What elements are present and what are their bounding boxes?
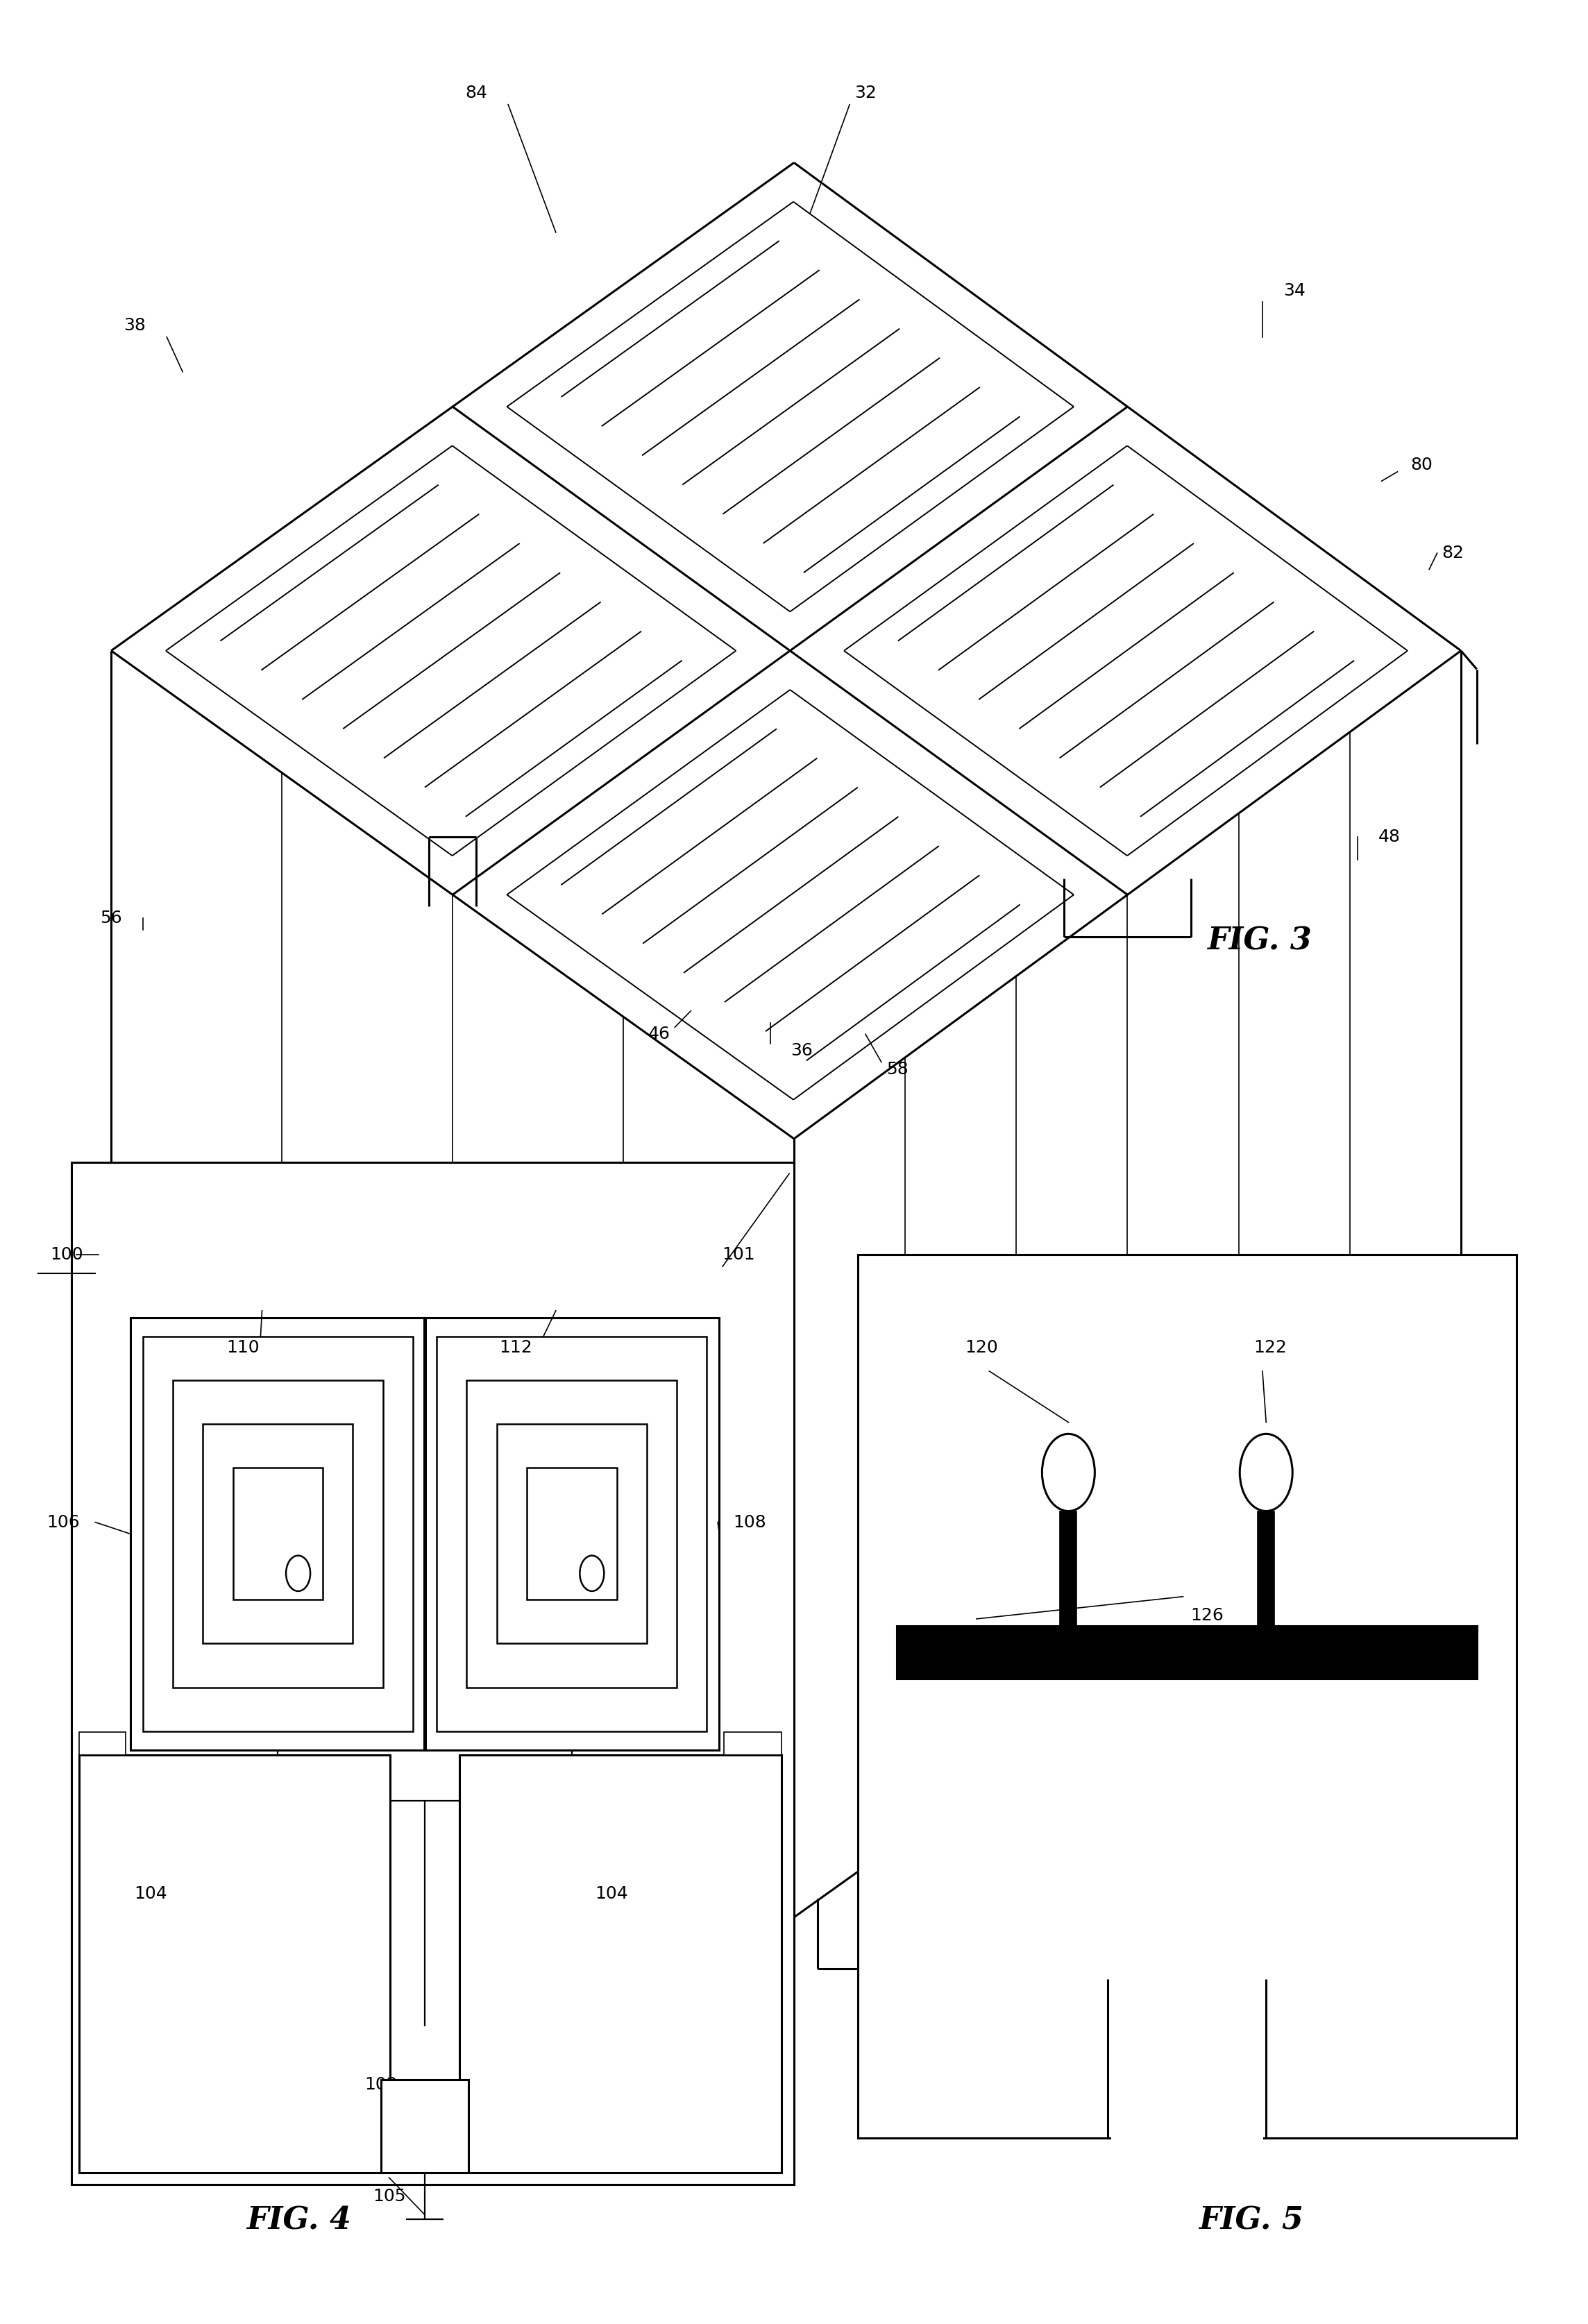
- Bar: [467, 1380, 676, 1687]
- Bar: [897, 1627, 1477, 1678]
- Text: 48: 48: [1378, 827, 1401, 846]
- Bar: [173, 1380, 383, 1687]
- Text: 104: 104: [135, 1885, 167, 1903]
- Text: 82: 82: [1442, 544, 1464, 562]
- Bar: [527, 1469, 616, 1599]
- Bar: [130, 1318, 426, 1750]
- Text: 84: 84: [465, 84, 488, 102]
- Text: FIG. 5: FIG. 5: [1199, 2205, 1304, 2236]
- Bar: [437, 1336, 707, 1731]
- Text: 32: 32: [854, 84, 877, 102]
- Bar: [424, 1318, 719, 1750]
- Text: 104: 104: [596, 1885, 627, 1903]
- Text: 46: 46: [648, 1025, 670, 1043]
- Bar: [497, 1425, 646, 1643]
- Bar: [381, 2080, 468, 2173]
- Circle shape: [1250, 1450, 1282, 1497]
- Text: 101: 101: [723, 1246, 754, 1264]
- Circle shape: [289, 1559, 306, 1587]
- Text: 112: 112: [500, 1339, 532, 1357]
- Text: 106: 106: [48, 1513, 79, 1532]
- Bar: [1258, 1511, 1274, 1627]
- Text: 122: 122: [1255, 1339, 1286, 1357]
- Text: 36: 36: [791, 1041, 813, 1060]
- Bar: [461, 1755, 781, 2173]
- Text: 120: 120: [966, 1339, 997, 1357]
- Bar: [1061, 1511, 1077, 1627]
- Text: 100: 100: [51, 1246, 83, 1264]
- Bar: [203, 1425, 353, 1643]
- Bar: [724, 1731, 781, 1755]
- Text: 58: 58: [886, 1060, 908, 1078]
- Circle shape: [583, 1559, 600, 1587]
- Text: 80: 80: [1410, 456, 1432, 474]
- Bar: [233, 1469, 322, 1599]
- Bar: [1112, 2110, 1262, 2145]
- Text: 102: 102: [365, 2075, 397, 2094]
- Text: FIG. 4: FIG. 4: [246, 2205, 351, 2236]
- Text: FIG. 3: FIG. 3: [1207, 927, 1312, 955]
- Text: 105: 105: [373, 2187, 405, 2205]
- Text: 126: 126: [1191, 1606, 1223, 1624]
- Bar: [143, 1336, 413, 1731]
- Text: 56: 56: [100, 909, 122, 927]
- Bar: [858, 1255, 1517, 2138]
- Text: 108: 108: [734, 1513, 765, 1532]
- Bar: [79, 1755, 389, 2173]
- Text: 34: 34: [1283, 281, 1305, 300]
- Text: 38: 38: [124, 316, 146, 335]
- Circle shape: [1053, 1450, 1085, 1497]
- Bar: [79, 1731, 125, 1755]
- Text: 110: 110: [227, 1339, 259, 1357]
- Bar: [71, 1162, 794, 2185]
